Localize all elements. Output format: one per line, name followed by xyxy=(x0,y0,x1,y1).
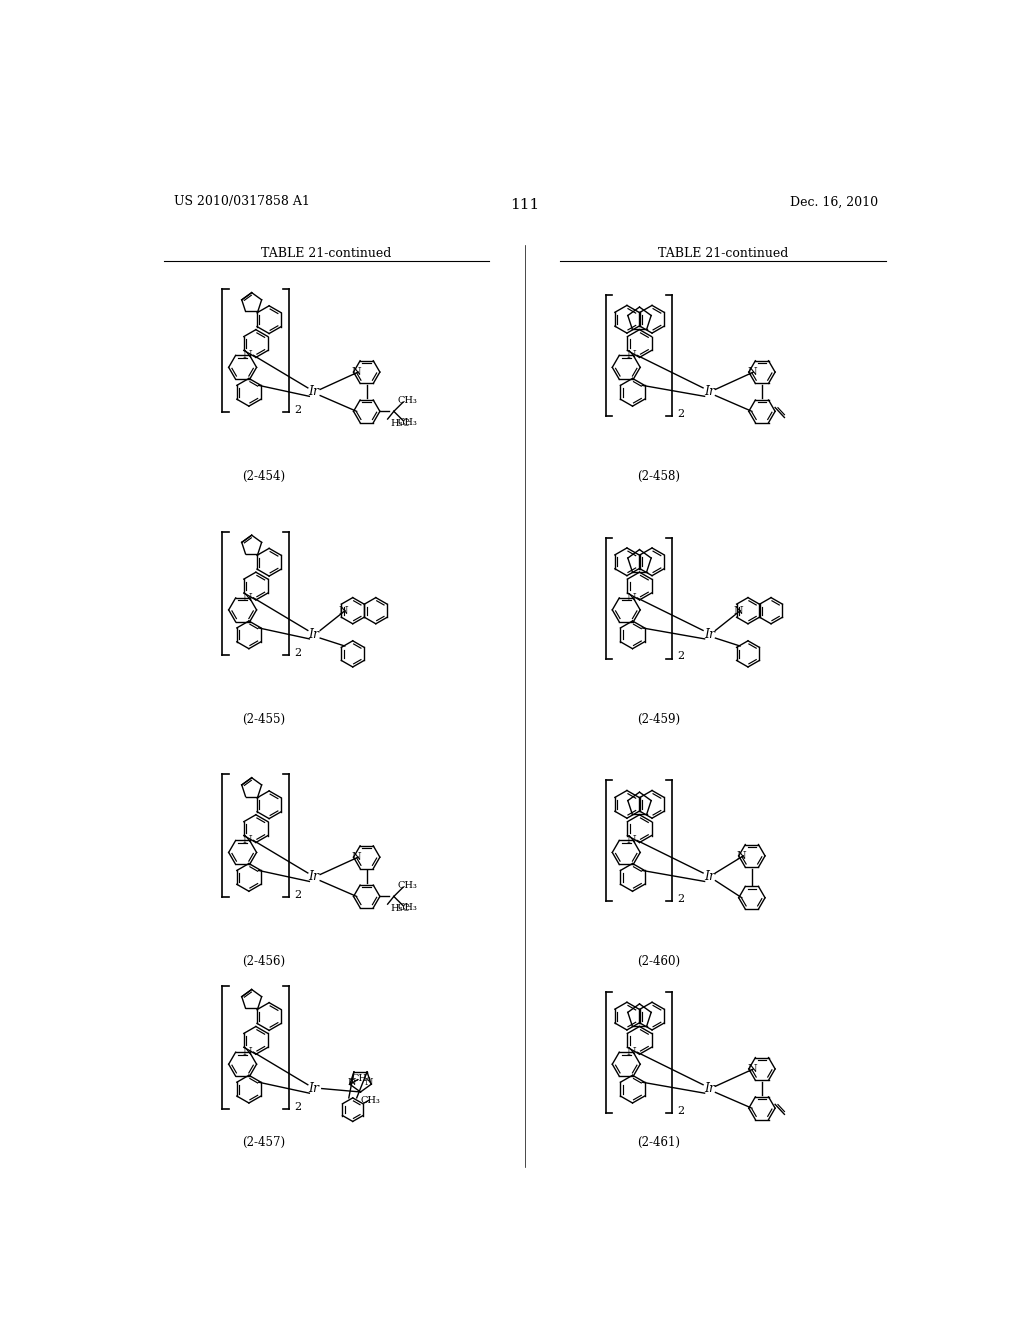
Text: N: N xyxy=(243,1047,252,1057)
Text: Ir: Ir xyxy=(308,385,319,399)
Text: (2-458): (2-458) xyxy=(637,470,680,483)
Text: CH₃: CH₃ xyxy=(398,903,418,912)
Text: 111: 111 xyxy=(510,198,540,213)
Text: CH₃: CH₃ xyxy=(351,1073,372,1082)
Text: N: N xyxy=(746,367,757,378)
Text: 2: 2 xyxy=(678,894,685,904)
Text: Ir: Ir xyxy=(703,385,715,399)
Text: N: N xyxy=(734,606,743,615)
Text: TABLE 21-continued: TABLE 21-continued xyxy=(261,247,391,260)
Text: CH₃: CH₃ xyxy=(398,417,418,426)
Text: H₃C: H₃C xyxy=(390,904,410,913)
Text: (2-456): (2-456) xyxy=(242,954,286,968)
Text: N: N xyxy=(626,836,636,845)
Text: CH₃: CH₃ xyxy=(360,1096,381,1105)
Text: CH₃: CH₃ xyxy=(398,882,418,890)
Text: Ir: Ir xyxy=(703,870,715,883)
Text: 2: 2 xyxy=(678,1106,685,1115)
Text: US 2010/0317858 A1: US 2010/0317858 A1 xyxy=(174,195,310,209)
Text: Ir: Ir xyxy=(703,1082,715,1096)
Text: N: N xyxy=(626,593,636,603)
Text: CH₃: CH₃ xyxy=(398,396,418,405)
Text: Dec. 16, 2010: Dec. 16, 2010 xyxy=(791,195,879,209)
Text: N: N xyxy=(243,836,252,845)
Text: 2: 2 xyxy=(678,409,685,418)
Text: Ir: Ir xyxy=(308,870,319,883)
Text: 2: 2 xyxy=(295,890,302,900)
Text: (2-455): (2-455) xyxy=(242,713,286,726)
Text: TABLE 21-continued: TABLE 21-continued xyxy=(658,247,788,260)
Text: 2: 2 xyxy=(295,1102,302,1111)
Text: N: N xyxy=(243,593,252,603)
Text: (2-454): (2-454) xyxy=(242,470,286,483)
Text: (2-457): (2-457) xyxy=(242,1137,286,1148)
Text: Ir: Ir xyxy=(703,628,715,640)
Text: Ir: Ir xyxy=(308,1082,319,1096)
Text: N: N xyxy=(626,350,636,360)
Text: (2-459): (2-459) xyxy=(637,713,680,726)
Text: N: N xyxy=(626,1047,636,1057)
Text: N: N xyxy=(243,350,252,360)
Text: N: N xyxy=(352,853,361,862)
Text: N: N xyxy=(339,606,348,615)
Text: N: N xyxy=(352,367,361,378)
Text: N: N xyxy=(737,851,746,861)
Text: N: N xyxy=(365,1078,373,1088)
Text: N: N xyxy=(746,1064,757,1074)
Text: (2-461): (2-461) xyxy=(637,1137,680,1148)
Text: 2: 2 xyxy=(678,651,685,661)
Text: Ir: Ir xyxy=(308,628,319,640)
Text: N: N xyxy=(348,1078,356,1088)
Text: 2: 2 xyxy=(295,648,302,657)
Text: 2: 2 xyxy=(295,405,302,414)
Text: H₃C: H₃C xyxy=(390,420,410,428)
Text: (2-460): (2-460) xyxy=(637,954,680,968)
